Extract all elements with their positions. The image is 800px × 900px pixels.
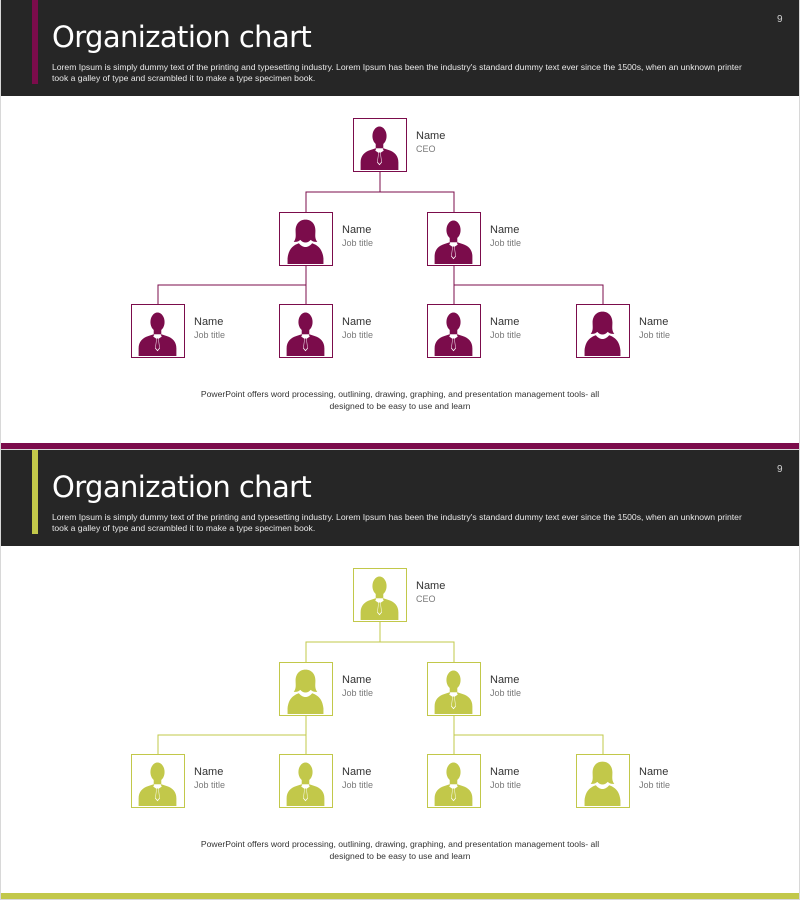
org-chart-connectors — [157, 172, 604, 304]
person-job-title: CEO — [416, 594, 436, 604]
person-photo-frame — [353, 118, 407, 172]
slide-header: Organization chart Lorem Ipsum is simply… — [0, 0, 800, 96]
org-chart-slide: Organization chart Lorem Ipsum is simply… — [0, 450, 800, 900]
person-photo-frame — [279, 212, 333, 266]
person-name: Name — [490, 766, 520, 778]
person-job-title: Job title — [342, 238, 374, 248]
person-name: Name — [342, 316, 372, 328]
bottom-accent-bar — [0, 443, 800, 449]
page-number: 9 — [777, 14, 783, 25]
female-silhouette-icon — [584, 311, 621, 356]
person-job-title: Job title — [194, 330, 226, 340]
female-silhouette-icon — [287, 219, 324, 264]
person-name: Name — [639, 766, 669, 778]
person-job-title: Job title — [342, 688, 374, 698]
male-silhouette-icon — [434, 670, 473, 714]
person-name: Name — [490, 674, 520, 686]
person-name: Name — [342, 766, 372, 778]
person-job-title: Job title — [490, 688, 522, 698]
person-name: Name — [416, 130, 446, 142]
connector-line — [305, 172, 381, 212]
female-silhouette-icon — [584, 761, 621, 806]
male-silhouette-icon — [360, 126, 399, 170]
person-photo-frame — [279, 754, 333, 808]
person-name: Name — [342, 674, 372, 686]
person-photo-frame — [576, 304, 630, 358]
person-photo-frame — [427, 212, 481, 266]
connector-line — [379, 172, 455, 212]
male-silhouette-icon — [434, 312, 473, 356]
slide-title: Organization chart — [52, 20, 312, 54]
person-photo-frame — [576, 754, 630, 808]
person-name: Name — [342, 224, 372, 236]
person-photo-frame — [353, 568, 407, 622]
bottom-accent-bar — [0, 893, 800, 899]
accent-bar — [32, 0, 38, 84]
person-photo-frame — [279, 304, 333, 358]
org-chart-connectors — [157, 622, 604, 754]
person-job-title: Job title — [639, 330, 671, 340]
person-name: Name — [490, 224, 520, 236]
slide-subtitle: Lorem Ipsum is simply dummy text of the … — [52, 512, 742, 533]
person-name: Name — [194, 766, 224, 778]
male-silhouette-icon — [138, 312, 177, 356]
person-job-title: CEO — [416, 144, 436, 154]
person-photo-frame — [131, 754, 185, 808]
male-silhouette-icon — [138, 762, 177, 806]
person-job-title: Job title — [342, 330, 374, 340]
person-job-title: Job title — [490, 330, 522, 340]
person-job-title: Job title — [490, 780, 522, 790]
person-photo-frame — [427, 754, 481, 808]
footnote: PowerPoint offers word processing, outli… — [200, 389, 600, 411]
male-silhouette-icon — [434, 220, 473, 264]
person-name: Name — [490, 316, 520, 328]
connector-line — [379, 622, 455, 662]
person-job-title: Job title — [342, 780, 374, 790]
person-photo-frame — [279, 662, 333, 716]
male-silhouette-icon — [360, 576, 399, 620]
person-photo-frame — [427, 662, 481, 716]
person-photo-frame — [131, 304, 185, 358]
footnote: PowerPoint offers word processing, outli… — [200, 839, 600, 861]
person-photo-frame — [427, 304, 481, 358]
person-name: Name — [639, 316, 669, 328]
org-chart-slide: Organization chart Lorem Ipsum is simply… — [0, 0, 800, 450]
accent-bar — [32, 450, 38, 534]
person-name: Name — [416, 580, 446, 592]
female-silhouette-icon — [287, 669, 324, 714]
male-silhouette-icon — [286, 312, 325, 356]
slide-subtitle: Lorem Ipsum is simply dummy text of the … — [52, 62, 742, 83]
page-number: 9 — [777, 464, 783, 475]
slide-header: Organization chart Lorem Ipsum is simply… — [0, 450, 800, 546]
connector-line — [453, 266, 604, 304]
connector-line — [453, 716, 604, 754]
connector-line — [305, 622, 381, 662]
connector-line — [157, 266, 307, 304]
connector-line — [157, 716, 307, 754]
person-name: Name — [194, 316, 224, 328]
person-job-title: Job title — [194, 780, 226, 790]
slide-title: Organization chart — [52, 470, 312, 504]
male-silhouette-icon — [434, 762, 473, 806]
person-job-title: Job title — [639, 780, 671, 790]
person-job-title: Job title — [490, 238, 522, 248]
male-silhouette-icon — [286, 762, 325, 806]
